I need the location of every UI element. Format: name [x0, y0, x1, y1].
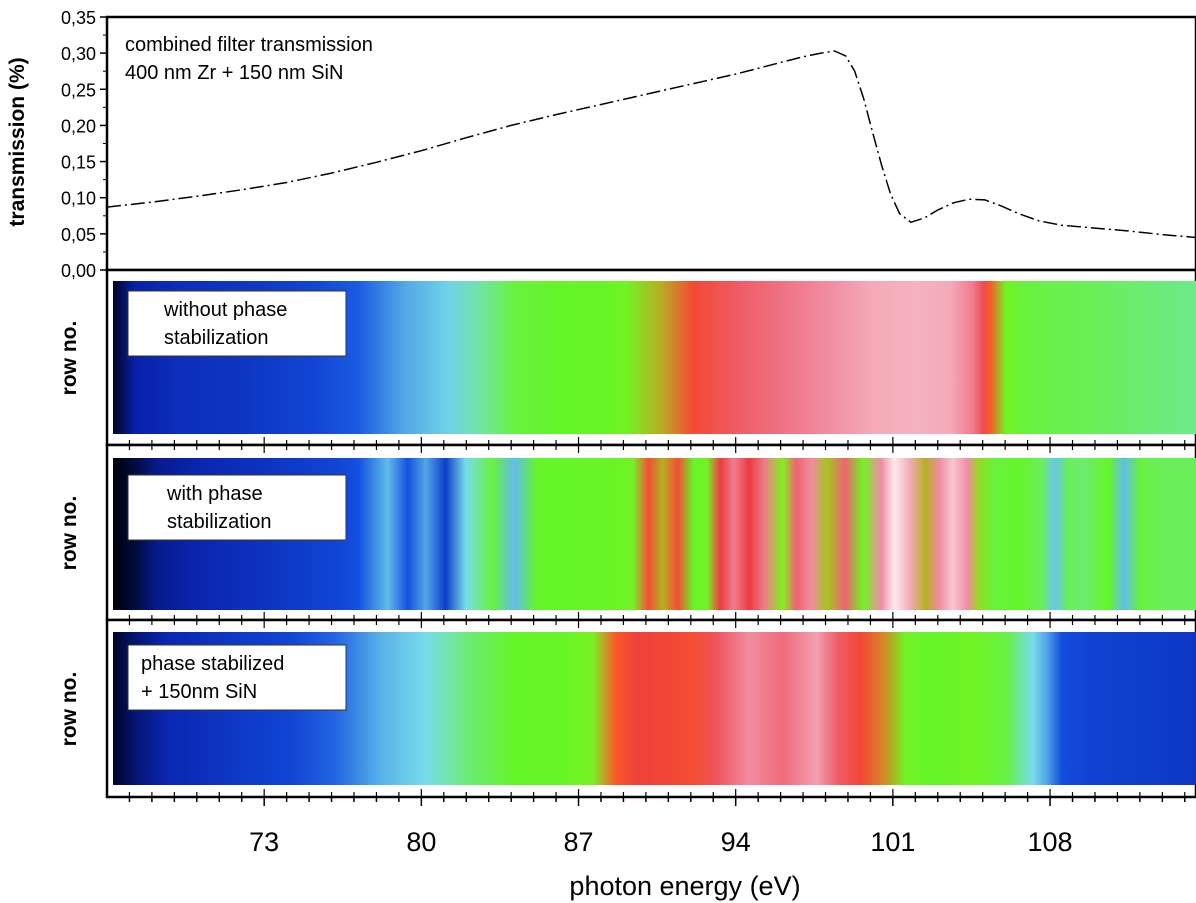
label-line-2: + 150nm SiN: [141, 681, 257, 703]
panel-without-stabilization: row no. without phase stabilization: [58, 268, 1196, 447]
y-tick-label: 0,00: [61, 261, 96, 281]
label-box: [127, 474, 347, 541]
y-tick-label: 0,20: [61, 116, 96, 136]
x-tick-labels: 73 80 87 94 101 108: [249, 827, 1072, 857]
annotation-line-1: combined filter transmission: [125, 34, 373, 56]
y-tick-label: 0,30: [61, 44, 96, 64]
y-tick-label: 0,10: [61, 189, 96, 209]
y-axis-label: transmission (%): [6, 57, 29, 226]
y-tick-label: 0,25: [61, 80, 96, 100]
y-tick-label: 0,35: [61, 8, 96, 28]
x-tick-label: 108: [1028, 827, 1073, 857]
annotation-line-2: 400 nm Zr + 150 nm SiN: [125, 62, 343, 84]
y-tick-label: 0,05: [61, 225, 96, 245]
x-tick-marks: [128, 797, 1186, 806]
x-axis: 73 80 87 94 101 108 photon energy (eV): [128, 797, 1186, 901]
x-tick-label: 101: [870, 827, 915, 857]
transmission-series-line: [106, 50, 1196, 239]
y-axis-label: row no.: [58, 672, 81, 747]
x-tick-label: 73: [249, 827, 279, 857]
y-tick-labels: 0,00 0,05 0,10 0,15 0,20 0,25 0,30 0,35: [61, 8, 96, 281]
label-line-2: stabilization: [167, 511, 272, 533]
panel-stabilized-sin: row no. phase stabilized + 150nm SiN: [58, 618, 1196, 799]
x-tick-label: 94: [721, 827, 751, 857]
label-line-1: without phase: [163, 299, 287, 321]
y-axis-label: row no.: [58, 496, 81, 571]
y-axis-label: row no.: [58, 321, 81, 396]
y-tick-label: 0,15: [61, 153, 96, 173]
label-line-2: stabilization: [164, 327, 269, 349]
x-axis-label: photon energy (eV): [569, 871, 800, 901]
panel-with-stabilization: row no. with phase stabilization: [58, 443, 1196, 622]
x-tick-label: 87: [564, 827, 594, 857]
panel-tick-marks: [128, 437, 1186, 797]
label-line-1: phase stabilized: [141, 653, 284, 675]
label-box: [127, 644, 347, 711]
transmission-panel: transmission (%) 0,00 0,05 0,10 0,15 0,20 0,2…: [6, 8, 1196, 281]
label-line-1: with phase: [166, 483, 263, 505]
label-box: [127, 290, 347, 357]
spectra-panels: row no. without phase stabilization row …: [58, 268, 1196, 799]
x-tick-label: 80: [406, 827, 436, 857]
